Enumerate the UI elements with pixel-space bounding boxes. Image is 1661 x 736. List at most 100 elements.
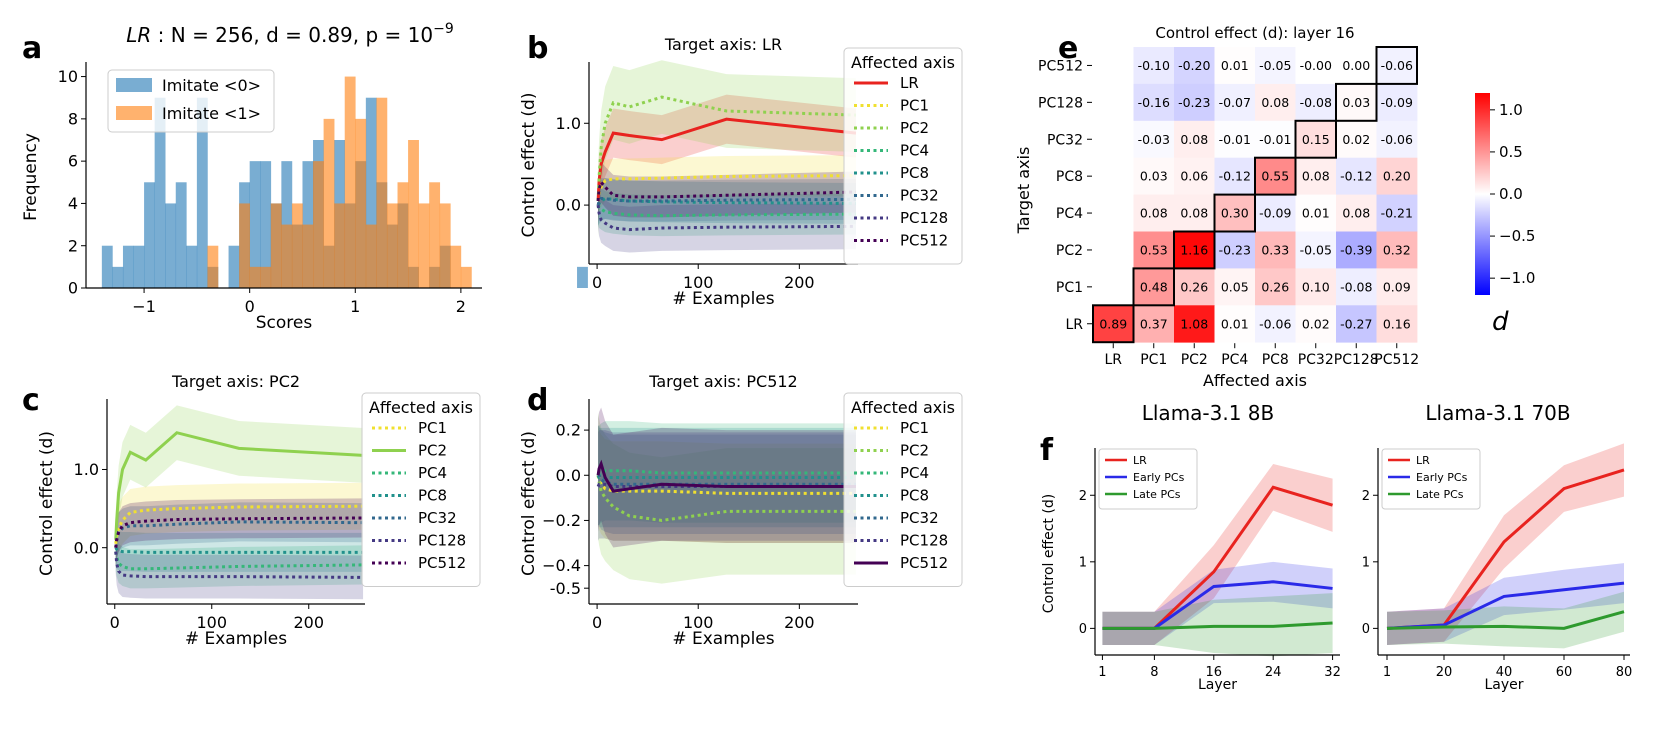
- cell-value-label: 0.09: [1383, 279, 1411, 294]
- heatmap-cell: [1255, 47, 1296, 85]
- heatmap-cell: [1133, 83, 1175, 122]
- cell-value-label: 0.08: [1180, 206, 1208, 221]
- hist-bar: [397, 182, 409, 288]
- error-band: [115, 529, 364, 600]
- chart-title: Target axis: LR: [664, 35, 782, 54]
- cell-value-label: -0.23: [1219, 242, 1251, 257]
- legend-box: [843, 392, 963, 587]
- row-label: PC32: [1047, 132, 1083, 148]
- x-tick-label: 0: [592, 613, 602, 632]
- legend-label: PC1: [900, 97, 929, 115]
- error-band: [598, 155, 856, 222]
- cell-value-label: 0.08: [1342, 206, 1370, 221]
- legend-title: Affected axis: [369, 398, 473, 417]
- cell-value-label: -0.12: [1340, 169, 1372, 184]
- legend-box: [361, 392, 481, 587]
- heatmap-cell: [1133, 120, 1175, 159]
- row-label: PC128: [1038, 95, 1083, 111]
- y-tick-label: 1.0: [556, 114, 581, 133]
- heatmap-cell: [1214, 120, 1256, 159]
- cell-value-label: -0.09: [1381, 95, 1413, 110]
- legend-label: PC128: [900, 532, 948, 550]
- hist-bar: [450, 245, 462, 288]
- error-band: [598, 182, 856, 253]
- heatmap-cell: [1376, 231, 1418, 269]
- heatmap-cell: [1093, 305, 1134, 343]
- hist-bar: [207, 245, 219, 288]
- x-tick-label: 100: [683, 273, 714, 292]
- row-label: PC8: [1056, 169, 1083, 185]
- hist-bar: [112, 266, 124, 288]
- panel-letter-e: e: [1058, 31, 1078, 66]
- cell-value-label: 0.37: [1140, 316, 1168, 331]
- diagonal-outline: [1294, 119, 1337, 159]
- cell-value-label: 0.10: [1302, 279, 1330, 294]
- legend-label: PC8: [418, 487, 447, 505]
- row-label: PC2: [1056, 243, 1083, 259]
- heatmap-cell: [1255, 194, 1296, 232]
- heatmap-cell: [1214, 47, 1256, 85]
- heatmap-cell: [1295, 83, 1337, 122]
- series-line: [114, 504, 364, 544]
- x-tick-label: 0: [110, 613, 120, 632]
- hist-bar: [196, 97, 208, 288]
- chart-title: Target axis: PC2: [171, 372, 300, 391]
- legend-label: Late PCs: [1133, 488, 1181, 501]
- heatmap-cell: [1174, 47, 1215, 85]
- legend-label: PC1: [418, 419, 447, 437]
- heatmap-cell: [1295, 157, 1337, 195]
- legend-label: PC1: [900, 419, 929, 437]
- panel-letter-d: d: [527, 383, 548, 418]
- cell-value-label: 0.26: [1261, 279, 1289, 294]
- error-band: [115, 482, 364, 568]
- legend-label: PC32: [900, 509, 939, 527]
- heatmap-cell: [1376, 83, 1418, 122]
- hist-bar: [460, 266, 472, 288]
- legend-label: PC128: [418, 532, 466, 550]
- hist-bar: [228, 245, 240, 288]
- row-label: PC4: [1056, 206, 1083, 222]
- legend-label: LR: [1133, 454, 1147, 467]
- heatmap-cell: [1295, 305, 1337, 343]
- hist-bar: [313, 161, 324, 288]
- x-tick-label: 200: [784, 273, 815, 292]
- colorbar-label: d: [1492, 307, 1509, 337]
- heatmap-cell: [1295, 47, 1337, 85]
- heatmap-cell: [1174, 268, 1215, 306]
- cell-value-label: 0.08: [1180, 132, 1208, 147]
- heatmap-cell: [1255, 83, 1296, 122]
- hist-bar: [429, 182, 441, 288]
- x-tick-label: 2: [456, 297, 466, 316]
- y-axis-label: Control effect (d): [519, 431, 539, 576]
- y-tick-label: 2: [1079, 489, 1087, 504]
- column-label: PC2: [1181, 352, 1208, 368]
- heatmap-cell: [1214, 194, 1256, 232]
- cell-value-label: -0.03: [1138, 132, 1170, 147]
- series-line: [596, 117, 857, 202]
- cell-value-label: 0.33: [1261, 242, 1289, 257]
- x-tick-label: 1: [1098, 665, 1106, 680]
- y-tick-label: 0: [1362, 622, 1370, 637]
- cell-value-label: 0.48: [1140, 279, 1168, 294]
- error-band: [115, 498, 364, 568]
- hist-bar: [365, 224, 377, 288]
- legend-swatch: [116, 106, 152, 120]
- series-line: [114, 520, 364, 548]
- x-tick-label: 100: [683, 613, 714, 632]
- x-tick-label: 8: [1150, 665, 1158, 680]
- cell-value-label: 0.01: [1221, 58, 1249, 73]
- panel-letter-a: a: [22, 31, 42, 66]
- cell-value-label: -0.05: [1259, 58, 1291, 73]
- panel-b-line-chart: 0 100 200 0.0 1.0 # Examples Control effect (d…: [519, 35, 963, 309]
- panel-letter-b: b: [527, 31, 548, 66]
- cell-value-label: 0.03: [1140, 169, 1168, 184]
- heatmap-cell: [1255, 268, 1296, 306]
- error-band: [1387, 591, 1624, 649]
- legend-label: PC4: [418, 464, 447, 482]
- x-axis-label: Layer: [1484, 677, 1523, 693]
- heatmap-cell: [1174, 83, 1215, 122]
- y-tick-label: 4: [68, 194, 78, 213]
- y-tick-label: 1: [1362, 555, 1370, 570]
- cell-value-label: 0.55: [1261, 169, 1289, 184]
